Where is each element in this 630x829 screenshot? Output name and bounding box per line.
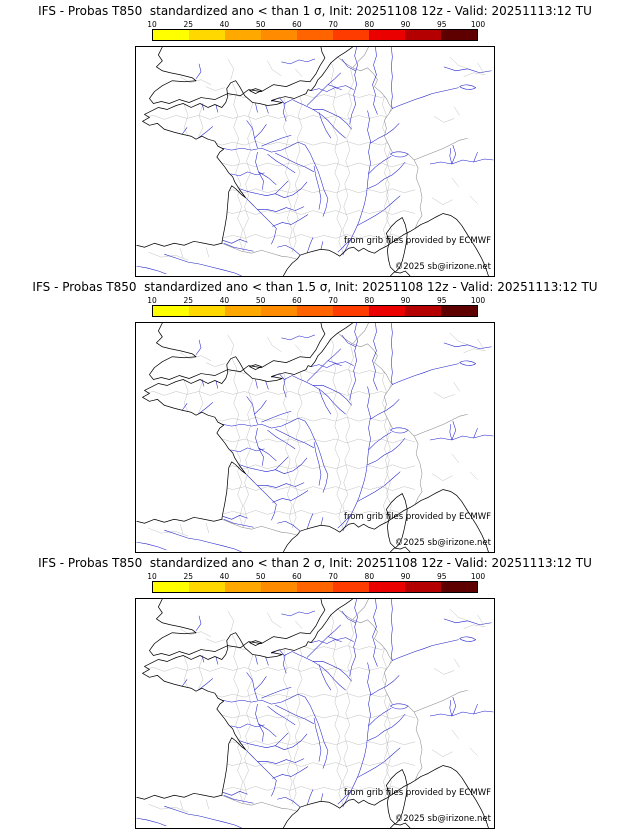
credit-ecmwf: from grib files provided by ECMWF (344, 236, 491, 246)
map-france: from grib files provided by ECMWF ©2025 … (135, 598, 495, 829)
colorbar-tick-label: 70 (328, 296, 338, 305)
colorbar-wrap: 10 25 40 50 60 70 80 90 95 100 (147, 296, 485, 317)
panel-3: IFS - Probas T850 standardized ano < tha… (0, 552, 630, 829)
colorbar-segment (333, 582, 369, 592)
colorbar-segment (189, 306, 225, 316)
colorbar-tick-label: 90 (400, 296, 411, 305)
panel-2: IFS - Probas T850 standardized ano < tha… (0, 276, 630, 553)
colorbar-tick-label: 95 (436, 20, 447, 29)
colorbar-wrap: 10 25 40 50 60 70 80 90 95 100 (147, 572, 485, 593)
colorbar-segment (225, 582, 261, 592)
colorbar (152, 305, 478, 317)
credit-copyright: ©2025 sb@irizone.net (394, 814, 491, 824)
colorbar-tick-label: 100 (470, 296, 486, 305)
colorbar-tick-label: 80 (364, 572, 375, 581)
colorbar-tick-label: 40 (219, 20, 230, 29)
colorbar-tick-label: 70 (328, 572, 338, 581)
colorbar-segment (189, 30, 225, 40)
colorbar-segment (441, 30, 477, 40)
colorbar-tick-labels: 10 25 40 50 60 70 80 90 95 100 (147, 20, 485, 29)
colorbar-segment (405, 582, 441, 592)
colorbar-tick-label: 90 (400, 20, 411, 29)
colorbar-segment (153, 582, 189, 592)
credit-copyright: ©2025 sb@irizone.net (394, 538, 491, 548)
colorbar-tick-label: 70 (328, 20, 338, 29)
panel-title: IFS - Probas T850 standardized ano < tha… (32, 280, 598, 294)
colorbar-segment (297, 30, 333, 40)
colorbar-segment (405, 30, 441, 40)
colorbar-tick-label: 80 (364, 20, 375, 29)
map-france: from grib files provided by ECMWF ©2025 … (135, 46, 495, 277)
colorbar-tick-label: 50 (255, 20, 266, 29)
colorbar-segment (405, 306, 441, 316)
colorbar (152, 581, 478, 593)
colorbar-tick-label: 95 (436, 572, 447, 581)
colorbar-tick-label: 100 (470, 20, 486, 29)
credit-ecmwf: from grib files provided by ECMWF (344, 788, 491, 798)
colorbar-tick-labels: 10 25 40 50 60 70 80 90 95 100 (147, 296, 485, 305)
colorbar-tick-label: 90 (400, 572, 411, 581)
colorbar-segment (153, 306, 189, 316)
colorbar-tick-label: 50 (255, 296, 266, 305)
colorbar-tick-label: 60 (292, 572, 302, 581)
map-france: from grib files provided by ECMWF ©2025 … (135, 322, 495, 553)
colorbar-segment (261, 306, 297, 316)
colorbar-tick-label: 10 (147, 296, 157, 305)
colorbar-tick-label: 10 (147, 20, 157, 29)
credit-copyright: ©2025 sb@irizone.net (394, 262, 491, 272)
colorbar-segment (189, 582, 225, 592)
colorbar-tick-label: 40 (219, 572, 230, 581)
colorbar-tick-label: 25 (183, 20, 193, 29)
panel-title: IFS - Probas T850 standardized ano < tha… (38, 556, 592, 570)
colorbar (152, 29, 478, 41)
colorbar-segment (153, 30, 189, 40)
colorbar-segment (225, 306, 261, 316)
colorbar-tick-label: 60 (292, 20, 302, 29)
colorbar-tick-labels: 10 25 40 50 60 70 80 90 95 100 (147, 572, 485, 581)
colorbar-tick-label: 100 (470, 572, 486, 581)
colorbar-segment (369, 30, 405, 40)
colorbar-segment (441, 582, 477, 592)
colorbar-segment (297, 306, 333, 316)
colorbar-segment (297, 582, 333, 592)
colorbar-segment (369, 582, 405, 592)
colorbar-segment (261, 30, 297, 40)
colorbar-tick-label: 60 (292, 296, 302, 305)
panel-title: IFS - Probas T850 standardized ano < tha… (38, 4, 592, 18)
colorbar-tick-label: 25 (183, 296, 193, 305)
colorbar-segment (333, 30, 369, 40)
credit-ecmwf: from grib files provided by ECMWF (344, 512, 491, 522)
colorbar-wrap: 10 25 40 50 60 70 80 90 95 100 (147, 20, 485, 41)
colorbar-segment (261, 582, 297, 592)
colorbar-tick-label: 10 (147, 572, 157, 581)
colorbar-segment (333, 306, 369, 316)
colorbar-tick-label: 25 (183, 572, 193, 581)
colorbar-tick-label: 80 (364, 296, 375, 305)
colorbar-segment (441, 306, 477, 316)
colorbar-tick-label: 50 (255, 572, 266, 581)
colorbar-tick-label: 95 (436, 296, 447, 305)
panel-1: IFS - Probas T850 standardized ano < tha… (0, 0, 630, 277)
colorbar-segment (225, 30, 261, 40)
colorbar-tick-label: 40 (219, 296, 230, 305)
colorbar-segment (369, 306, 405, 316)
